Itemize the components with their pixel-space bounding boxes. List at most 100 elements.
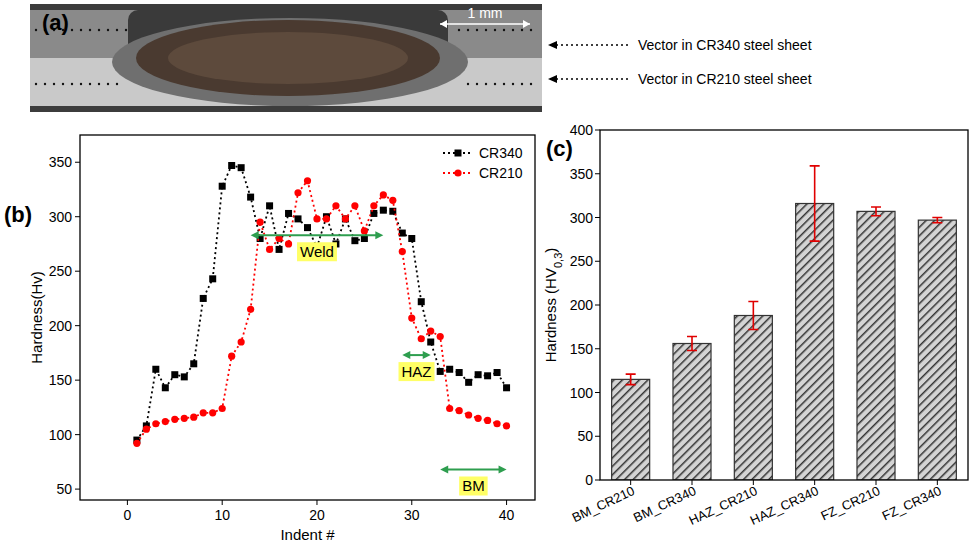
annotation-arrow: [255, 234, 380, 236]
panel-a: [30, 4, 542, 112]
marker: [247, 306, 254, 313]
y-tick: [75, 325, 80, 326]
y-tick: [595, 130, 600, 131]
marker: [342, 215, 349, 222]
panel-label: (b): [4, 202, 32, 227]
indent-dot: [107, 83, 109, 85]
indent-dot: [521, 83, 523, 85]
indent-dot: [35, 83, 37, 85]
y-tick-label: 300: [49, 209, 73, 225]
indent-dot: [512, 83, 514, 85]
annotation-arrowhead: [251, 231, 384, 239]
marker: [266, 202, 273, 209]
marker: [152, 420, 159, 427]
marker: [370, 202, 377, 209]
legend-marker: [455, 150, 462, 157]
y-tick: [595, 392, 600, 393]
marker: [266, 246, 273, 253]
y-tick: [595, 261, 600, 262]
marker: [209, 275, 216, 282]
y-tick: [595, 480, 600, 481]
error-bar: [810, 166, 820, 241]
indent-dot: [98, 83, 100, 85]
marker: [408, 314, 415, 321]
y-tick-label: 250: [49, 263, 73, 279]
indent-dot: [494, 83, 496, 85]
marker: [304, 224, 311, 231]
marker: [209, 409, 216, 416]
marker: [228, 162, 235, 169]
annotation-label: Weld: [300, 243, 334, 260]
indent-dot: [485, 83, 487, 85]
marker: [494, 369, 501, 376]
marker: [162, 418, 169, 425]
marker: [200, 295, 207, 302]
marker: [399, 248, 406, 255]
panel-b: 01020304050100150200250300350Indent #Har…: [4, 135, 535, 543]
marker: [295, 215, 302, 222]
x-tick: [127, 500, 128, 505]
y-axis-title-part: ): [542, 248, 559, 253]
marker: [171, 371, 178, 378]
marker: [342, 215, 349, 222]
marker: [437, 333, 444, 340]
indent-dot: [62, 83, 64, 85]
marker: [389, 197, 396, 204]
panel-label: (a): [42, 10, 69, 35]
marker: [361, 227, 368, 234]
callout-arrowhead: [548, 41, 557, 49]
marker: [418, 335, 425, 342]
y-tick-label: 150: [49, 372, 73, 388]
indent-dot: [467, 29, 469, 31]
marker: [276, 246, 283, 253]
x-tick-label: 30: [404, 507, 420, 523]
x-tick-label: BM_CR210: [570, 483, 637, 525]
y-tick-label: 350: [49, 154, 73, 170]
y-tick-label: 50: [56, 481, 72, 497]
plot-area: [612, 166, 957, 480]
indent-dot: [89, 83, 91, 85]
y-tick-label: 300: [570, 210, 594, 226]
panel-label: (c): [546, 136, 573, 161]
indent-dot: [35, 29, 37, 31]
y-tick: [75, 271, 80, 272]
marker: [285, 240, 292, 247]
indent-dot: [44, 83, 46, 85]
annotation-highlight: [399, 362, 435, 381]
marker: [437, 368, 444, 375]
indent-dot: [107, 29, 109, 31]
marker: [475, 415, 482, 422]
bar: [857, 211, 895, 480]
indent-dot: [467, 83, 469, 85]
annotation-highlight: [459, 476, 488, 495]
x-tick-label: 10: [214, 507, 230, 523]
error-bar: [871, 207, 881, 216]
y-tick: [75, 216, 80, 217]
y-axis-title: Hardness(Hv): [28, 271, 45, 364]
indent-dot: [476, 29, 478, 31]
marker: [465, 411, 472, 418]
image-frame: [30, 4, 542, 112]
marker: [257, 219, 264, 226]
weld-nugget-core: [168, 32, 408, 84]
annotation-arrowhead: [440, 465, 506, 473]
legend-label: CR210: [479, 165, 523, 181]
plot-frame: [80, 135, 535, 500]
marker: [399, 230, 406, 237]
marker: [332, 202, 339, 209]
y-tick-label: 0: [585, 472, 593, 488]
y-tick-label: 100: [570, 385, 594, 401]
marker: [143, 426, 150, 433]
y-tick-label: 50: [577, 428, 593, 444]
indent-dot: [530, 83, 532, 85]
figure: (a)1 mmVector in CR340 steel sheetVector…: [0, 0, 979, 554]
marker: [133, 440, 140, 447]
marker: [294, 189, 301, 196]
marker: [465, 379, 472, 386]
x-tick-label: FZ_CR340: [880, 483, 944, 523]
y-tick-label: 200: [570, 297, 594, 313]
y-tick: [595, 436, 600, 437]
marker: [380, 191, 387, 198]
marker: [456, 369, 463, 376]
weld-nugget: [136, 20, 440, 96]
